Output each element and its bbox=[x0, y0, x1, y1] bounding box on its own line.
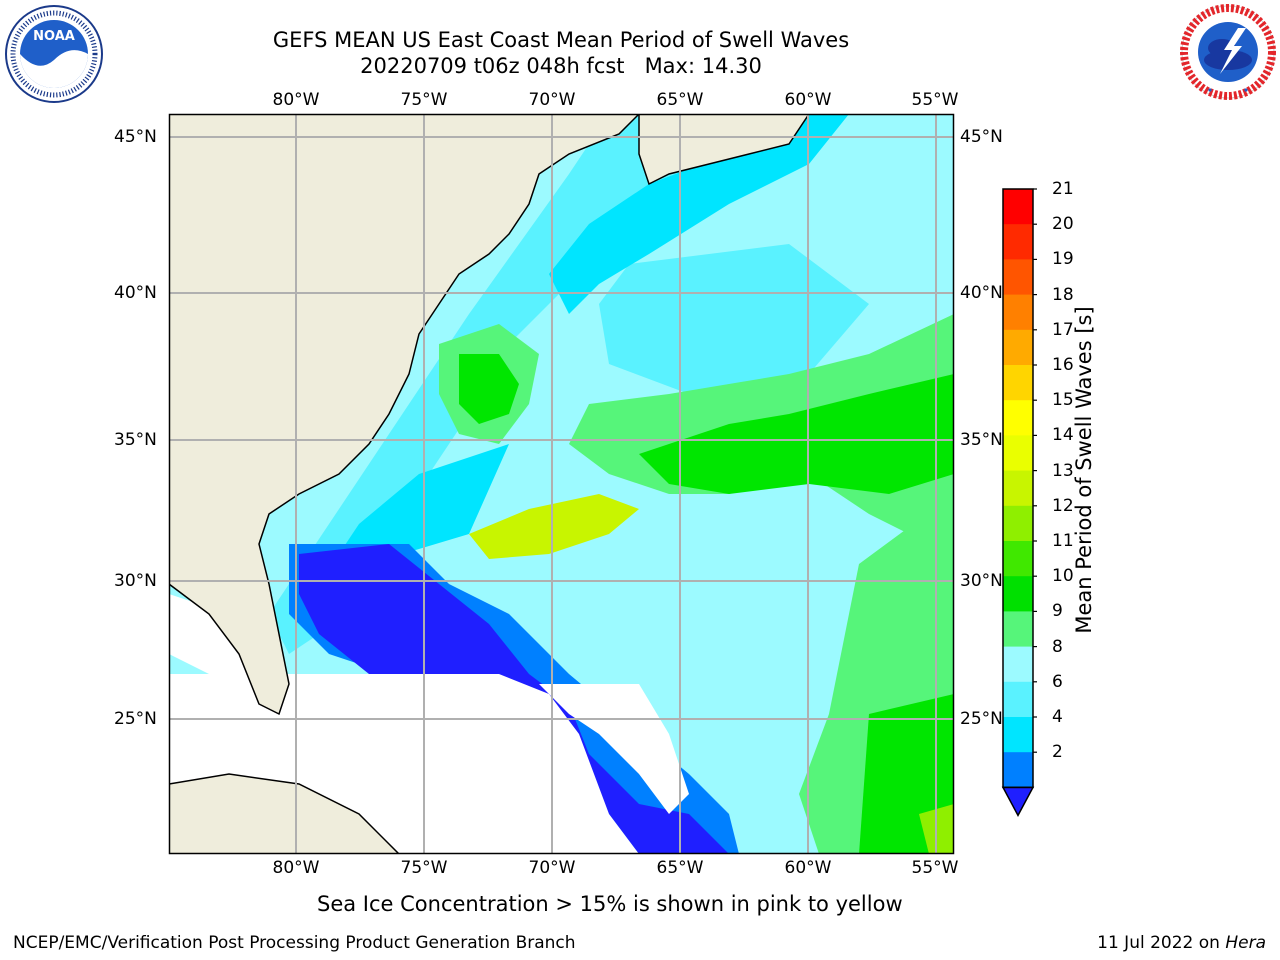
cuba-land bbox=[169, 773, 401, 854]
colorbar-tick-label: 8 bbox=[1052, 636, 1063, 657]
lat-label-left-45n: 45°N bbox=[114, 127, 157, 147]
graticule bbox=[169, 114, 954, 854]
sea-ice-note: Sea Ice Concentration > 15% is shown in … bbox=[317, 892, 903, 916]
lon-label-top-55w: 55°W bbox=[911, 90, 959, 110]
lat-label-left-40n: 40°N bbox=[114, 283, 157, 303]
colorbar-segment bbox=[1003, 717, 1033, 753]
colorbar-segment bbox=[1003, 435, 1033, 472]
bright-green-north bbox=[459, 354, 519, 424]
colorbar-tick-label: 15 bbox=[1052, 390, 1074, 411]
yellowgreen-core bbox=[469, 494, 639, 559]
map-frame bbox=[168, 113, 955, 855]
colorbar-tick-label: 2 bbox=[1052, 742, 1063, 763]
colorbar-tick-label: 18 bbox=[1052, 284, 1074, 305]
lon-label-bottom-75w: 75°W bbox=[400, 858, 448, 878]
colorbar-tick-label: 10 bbox=[1052, 566, 1074, 587]
lon-label-top-80w: 80°W bbox=[272, 90, 320, 110]
colorbar-tick-label: 17 bbox=[1052, 319, 1074, 340]
colorbar-segment bbox=[1003, 294, 1033, 331]
chart-subtitle: 20220709 t06z 048h fcst Max: 14.30 bbox=[360, 54, 762, 78]
colorbar-frame bbox=[1002, 188, 1034, 789]
lon-label-top-70w: 70°W bbox=[528, 90, 576, 110]
lon-label-bottom-65w: 65°W bbox=[656, 858, 704, 878]
lat-label-left-35n: 35°N bbox=[114, 430, 157, 450]
no-data-gulf bbox=[169, 594, 259, 674]
lat-label-right-40n: 40°N bbox=[960, 283, 1003, 303]
lon-label-bottom-55w: 55°W bbox=[911, 858, 959, 878]
colorbar-segment bbox=[1003, 646, 1033, 683]
colorbar-tick-label: 14 bbox=[1052, 425, 1074, 446]
colorbar-segment bbox=[1003, 400, 1033, 436]
lat-label-right-45n: 45°N bbox=[960, 127, 1003, 147]
us-east-coast-land bbox=[169, 114, 641, 716]
colorbar-tick-label: 16 bbox=[1052, 355, 1074, 375]
colorbar-tick-label: 21 bbox=[1052, 179, 1074, 199]
lon-label-top-65w: 65°W bbox=[656, 90, 704, 110]
colorbar-label: Mean Period of Swell Waves [s] bbox=[1072, 306, 1096, 634]
colorbar-tick-label: 12 bbox=[1052, 495, 1074, 516]
lon-label-bottom-80w: 80°W bbox=[272, 858, 320, 878]
colorbar-segment bbox=[1003, 365, 1033, 401]
colorbar bbox=[1001, 188, 1037, 817]
no-data-bahamas bbox=[539, 684, 689, 814]
noaa-logo-text: NOAA bbox=[33, 29, 75, 44]
colorbar-segment bbox=[1003, 541, 1033, 577]
lat-label-right-35n: 35°N bbox=[960, 430, 1003, 450]
swell-period-map bbox=[168, 113, 955, 855]
colorbar-segment bbox=[1003, 189, 1033, 225]
lon-label-top-60w: 60°W bbox=[784, 90, 832, 110]
colorbar-segment bbox=[1003, 505, 1033, 542]
lon-label-bottom-60w: 60°W bbox=[784, 858, 832, 878]
colorbar-tick-label: 11 bbox=[1052, 531, 1074, 551]
lat-label-right-25n: 25°N bbox=[960, 709, 1003, 729]
nova-scotia-land bbox=[638, 114, 810, 186]
footer-date-text: 11 Jul 2022 on bbox=[1097, 933, 1226, 953]
lat-label-left-25n: 25°N bbox=[114, 709, 157, 729]
footer-host: Hera bbox=[1225, 933, 1266, 953]
colorbar-tick-label: 19 bbox=[1052, 249, 1074, 270]
colorbar-segment bbox=[1003, 611, 1033, 648]
lat-label-right-30n: 30°N bbox=[960, 571, 1003, 591]
chart-title: GEFS MEAN US East Coast Mean Period of S… bbox=[272, 28, 850, 52]
colorbar-tick-label: 6 bbox=[1052, 671, 1063, 692]
nws-logo bbox=[1180, 4, 1276, 100]
lat-label-left-30n: 30°N bbox=[114, 571, 157, 591]
colorbar-tick-label: 4 bbox=[1052, 707, 1063, 727]
footer-credit: NCEP/EMC/Verification Post Processing Pr… bbox=[13, 933, 576, 953]
colorbar-extend-arrow bbox=[1001, 786, 1035, 817]
coastal-cyan-north bbox=[549, 114, 849, 314]
colorbar-segment bbox=[1003, 752, 1033, 788]
colorbar-tick-label: 13 bbox=[1052, 460, 1074, 481]
colorbar-segment bbox=[1003, 329, 1033, 366]
bright-green-band bbox=[639, 374, 954, 494]
colorbar-segment bbox=[1003, 224, 1033, 260]
mid-ocean-band bbox=[599, 244, 869, 394]
colorbar-segment bbox=[1003, 259, 1033, 296]
colorbar-segment bbox=[1003, 470, 1033, 507]
footer-date: 11 Jul 2022 on Hera bbox=[1097, 933, 1266, 953]
lon-label-bottom-70w: 70°W bbox=[528, 858, 576, 878]
colorbar-segment bbox=[1003, 681, 1033, 718]
noaa-logo: NOAA bbox=[5, 5, 103, 103]
colorbar-tick-label: 9 bbox=[1052, 601, 1063, 622]
colorbar-tick-label: 20 bbox=[1052, 214, 1074, 235]
lon-label-top-75w: 75°W bbox=[400, 90, 448, 110]
colorbar-segment bbox=[1003, 576, 1033, 612]
